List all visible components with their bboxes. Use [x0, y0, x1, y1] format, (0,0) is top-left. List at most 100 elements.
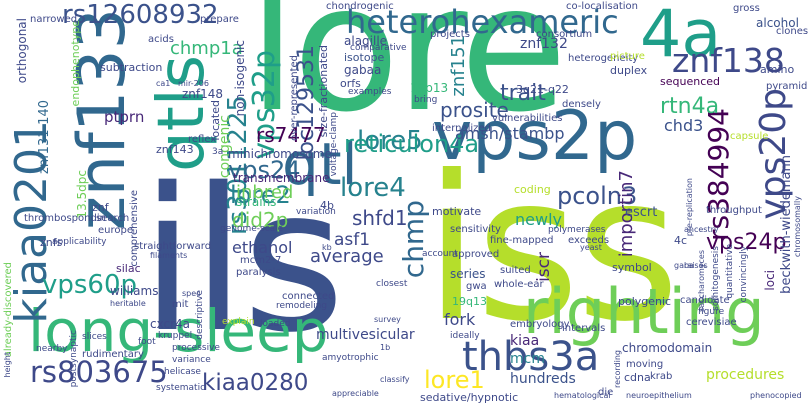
word-straightforward: straightforward [134, 241, 212, 252]
word-polymerases: polymerases [548, 225, 606, 235]
word-connected: connected [282, 291, 335, 302]
word-ca1: ca1 [156, 79, 171, 88]
word-genome-scale: genome-scale [220, 224, 284, 234]
word-comprehensive: comprehensive [129, 190, 140, 267]
word-intervals: intervals [562, 323, 606, 334]
word-non-isogenic: non-isogenic [233, 40, 247, 117]
word-mcm: mcm [510, 351, 545, 367]
word-19p13: 19p13 [410, 81, 449, 95]
word-minichromosome: minichromosome [228, 147, 332, 161]
word-13-5dpc: 13.5dpc [75, 170, 89, 219]
word-candidate: candidate [680, 295, 730, 306]
word-3a: 3a [212, 147, 224, 157]
word-long-sleep: long-sleep [28, 297, 329, 365]
word-already-discovered: already-discovered [3, 262, 14, 358]
word-subtraction: subtraction [100, 61, 163, 74]
word-approved: approved [452, 249, 500, 260]
word-loaded: loaded [260, 319, 291, 329]
word-escrt: escrt [625, 205, 658, 220]
word-iss: iss [424, 133, 680, 366]
word-lore1: lore1 [424, 366, 485, 394]
word-survey: survey [374, 315, 401, 324]
word-duplex: duplex [610, 64, 648, 77]
word-orfs: orfs [340, 77, 361, 90]
word-heterogeneity: heterogeneity [568, 53, 639, 64]
word-pre-replication: pre-replication [685, 178, 694, 237]
word-rs12608932: rs12608932 [62, 0, 219, 30]
word-series: series [450, 267, 486, 281]
word-znf: znf [92, 201, 109, 214]
word-znf132: znf132 [520, 36, 568, 52]
word-isotope: isotope [344, 51, 385, 64]
word-voltage-clamp: voltage-clamp [329, 112, 339, 177]
word-strains: strains [236, 195, 277, 209]
word-ils: ils [140, 145, 345, 376]
word-iscr: iscr [534, 252, 554, 282]
word-coding: coding [514, 183, 551, 196]
word-rs384994: rs384994 [702, 108, 735, 241]
word-sedative: sedative/hypnotic [420, 391, 519, 404]
word-kiaa0280: kiaa0280 [202, 370, 309, 396]
word-examples: examples [348, 87, 392, 97]
word-cdna: cdna [624, 371, 651, 384]
word-vps24: vps24 [228, 156, 301, 184]
word-lore4: lore4 [340, 173, 406, 203]
word-vps24p: vps24p [706, 230, 787, 255]
word-mit: mit [172, 299, 189, 310]
word-helicase: helicase [164, 367, 201, 377]
word-newly: newly [515, 210, 562, 229]
word-size-fractionated: size-fractionated [317, 45, 330, 138]
word-symbol: symbol [612, 261, 652, 274]
word-znf151: znf151 [448, 35, 469, 97]
word-chromosomally: chromosomally [793, 196, 802, 258]
word-znf148: znf148 [182, 87, 224, 101]
word-gaba: gaba [674, 261, 694, 270]
word-4a: 4a [640, 0, 722, 72]
word-remodeling: remodeling [276, 301, 327, 311]
word-lore2: lore2 [230, 181, 291, 209]
word-projects: projects [430, 29, 470, 40]
word-moving: moving [626, 359, 664, 370]
word-spec: spec [182, 289, 201, 298]
word-height: height [3, 352, 12, 378]
word-clones: clones [776, 26, 808, 37]
word-orthogonal: orthogonal [15, 18, 29, 84]
word-raises: raises [684, 261, 708, 270]
word-krab: krab [650, 371, 673, 382]
word-densely: densely [562, 99, 601, 110]
word-kb: kb [322, 243, 332, 252]
word-phenocopied: phenocopied [750, 391, 802, 400]
word-alcohol: alcohol [756, 16, 799, 30]
word-lore5: lore5 [357, 126, 423, 156]
word-chmp1a: chmp1a [170, 38, 243, 59]
word-capsule: capsule [730, 131, 769, 142]
word-sequenced: sequenced [660, 75, 720, 88]
word-transmembrane: transmembrane [233, 171, 330, 185]
word-asf1: asf1 [334, 230, 371, 250]
word-variance: variance [172, 355, 211, 365]
word-ideally: ideally [450, 331, 480, 341]
word-rudimentary: rudimentary [82, 349, 144, 360]
word-heritable: heritable [110, 299, 146, 308]
word-loci: loci [763, 270, 777, 291]
word-variation: variation [296, 207, 336, 217]
word-19q13: 19q13 [452, 295, 487, 308]
word-qtl: qtl [282, 130, 358, 198]
word-nearby: nearby [36, 344, 68, 354]
word-chromodomain: chromodomain [622, 341, 713, 355]
word-heterohexameric: heterohexameric [346, 3, 619, 41]
word-processive: processive [172, 343, 220, 353]
word-average: average [310, 246, 384, 267]
word-ptprn: ptprn [104, 108, 145, 126]
word-comparative: comparative [350, 43, 407, 53]
word-1b: 1b [380, 343, 391, 352]
word-4c: 4c [674, 234, 688, 247]
word-trait: trait [500, 81, 546, 106]
word-filaments: filaments [150, 251, 188, 260]
word-alagille: alagille [344, 34, 388, 48]
word-ancestry: ancestry [684, 225, 719, 234]
word-descriptive: descriptive [195, 290, 205, 340]
word-lore: lore [248, 0, 567, 151]
word-inbred: inbred [236, 182, 294, 203]
